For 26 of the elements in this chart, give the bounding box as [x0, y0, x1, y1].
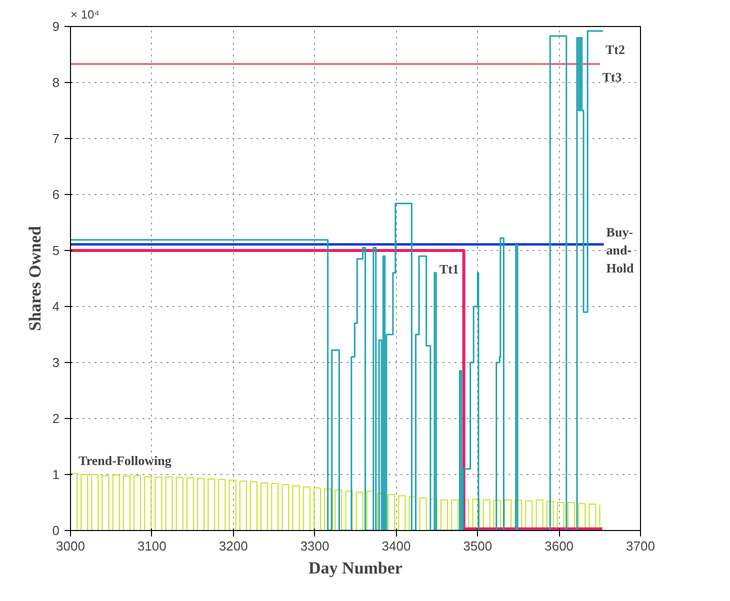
x-tick-label: 3600 — [544, 538, 574, 554]
y-tick-label: 8 — [52, 75, 60, 90]
y-tick-label: 4 — [52, 299, 60, 314]
x-tick-label: 3400 — [382, 538, 411, 554]
y-tick-label: 2 — [52, 411, 60, 426]
y-tick-label: 5 — [52, 243, 60, 258]
series-label: Tt2 — [605, 42, 625, 58]
y-axis-title: Shares Owned — [25, 225, 44, 332]
y-tick-label: 7 — [52, 131, 60, 146]
series-label: Buy- and- Hold — [606, 224, 635, 276]
series-label: Tt1 — [439, 262, 459, 277]
x-tick-label: 3500 — [463, 538, 492, 554]
series-label: Tt3 — [602, 70, 622, 85]
x-tick-label: 3700 — [626, 538, 655, 554]
x-tick-label: 3100 — [137, 538, 166, 554]
x-tick-label: 3300 — [300, 538, 330, 554]
x-tick-label: 3200 — [218, 538, 248, 554]
y-tick-label: 3 — [52, 355, 60, 370]
x-tick-label: 3000 — [56, 538, 85, 554]
text: × 10⁴ — [70, 8, 100, 22]
series-label: Trend-Following — [78, 452, 172, 468]
y-tick-label: 0 — [52, 523, 60, 538]
y-tick-label: 6 — [52, 187, 60, 202]
x-axis-title: Day Number — [308, 558, 403, 578]
y-tick-label: 9 — [52, 19, 60, 34]
y-tick-label: 1 — [52, 467, 60, 482]
